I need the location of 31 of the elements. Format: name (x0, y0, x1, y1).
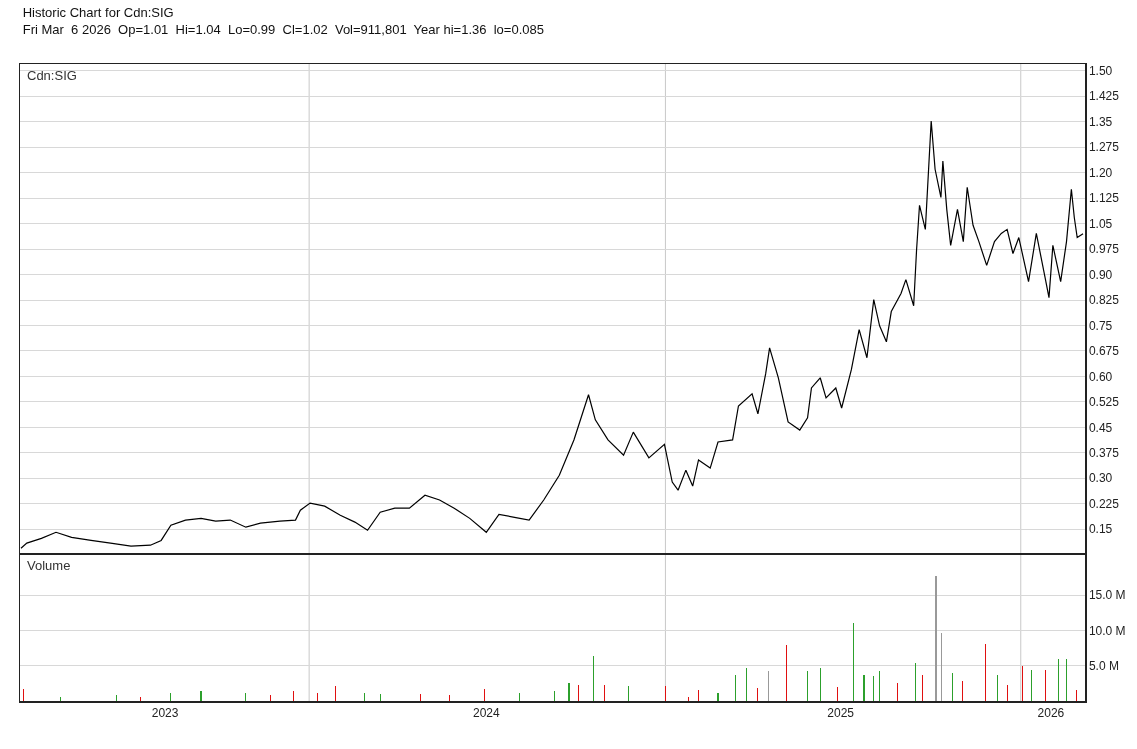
y-tick-label: 1.35 (1088, 114, 1113, 129)
x-tick-label: 2025 (827, 705, 855, 720)
x-tick-label: 2024 (472, 705, 500, 720)
y-tick-label: 0.75 (1088, 318, 1113, 333)
y-tick-label: 0.15 (1088, 522, 1113, 537)
y-tick-label: 0.975 (1088, 242, 1120, 257)
x-tick-label: 2026 (1037, 705, 1065, 720)
y-tick-label: 1.20 (1088, 165, 1113, 180)
y-tick-label: 0.30 (1088, 471, 1113, 486)
y-tick-label: 1.50 (1088, 63, 1113, 78)
chart-subtitle: Fri Mar 6 2026 Op=1.01 Hi=1.04 Lo=0.99 Cl=1.02 Vol=911,801 Year hi=1.36 lo=0.085 (22, 21, 544, 37)
y-tick-label: 10.0 M (1088, 623, 1126, 638)
y-tick-label: 1.275 (1088, 140, 1120, 155)
chart-title: Historic Chart for Cdn:SIG (22, 4, 174, 20)
y-tick-label: 1.05 (1088, 216, 1113, 231)
annotation: Cdn:SIG (27, 68, 77, 83)
y-tick-label: 15.0 M (1088, 588, 1126, 603)
y-tick-label: 0.825 (1088, 293, 1120, 308)
annotation: Volume (27, 558, 71, 573)
y-tick-label: 1.125 (1088, 191, 1120, 206)
y-tick-label: 0.45 (1088, 420, 1113, 435)
line-series (20, 120, 1084, 549)
y-tick-label: 1.425 (1088, 89, 1120, 104)
x-tick-label: 2023 (151, 705, 179, 720)
y-tick-label: 0.375 (1088, 446, 1120, 461)
y-tick-label: 5.0 M (1088, 658, 1119, 673)
y-tick-label: 0.90 (1088, 267, 1113, 282)
y-tick-label: 0.60 (1088, 369, 1113, 384)
y-tick-label: 0.225 (1088, 496, 1120, 511)
y-tick-label: 0.675 (1088, 344, 1120, 359)
y-tick-label: 0.525 (1088, 395, 1120, 410)
